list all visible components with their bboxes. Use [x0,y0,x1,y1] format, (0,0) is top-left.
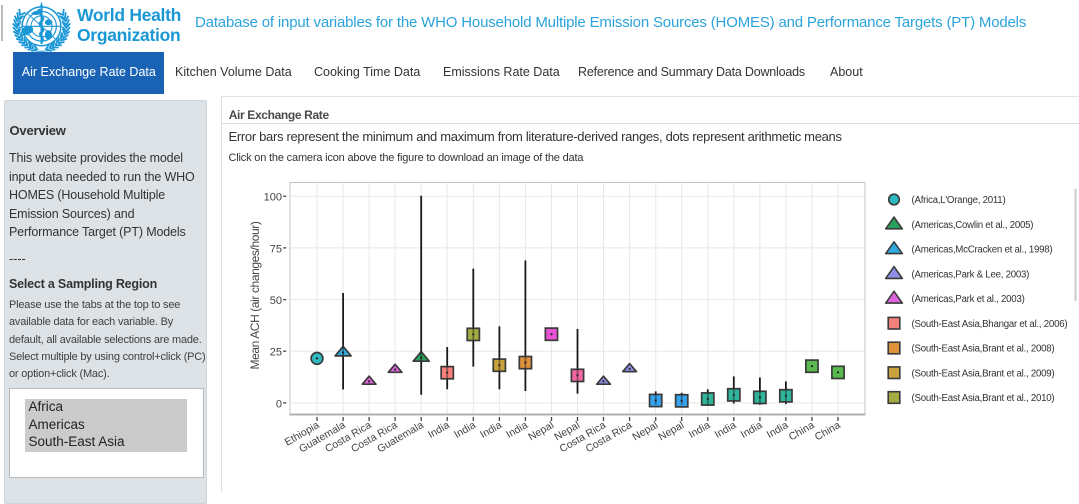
svg-text:China: China [787,419,817,443]
svg-text:India: India [426,419,452,441]
svg-text:(South-East Asia,Brant et al.,: (South-East Asia,Brant et al., 2010) [912,393,1055,404]
svg-text:India: India [713,419,739,441]
svg-text:(Americas,Park et al., 2003): (Americas,Park et al., 2003) [912,294,1025,305]
svg-text:(Americas,Cowlin et al., 2005): (Americas,Cowlin et al., 2005) [912,220,1034,231]
svg-text:100: 100 [264,192,282,204]
svg-text:25: 25 [270,347,282,359]
svg-text:75: 75 [270,243,282,255]
svg-text:India: India [765,419,791,441]
svg-text:India: India [478,419,504,441]
svg-text:India: India [687,419,713,441]
svg-text:(Americas,Park & Lee, 2003): (Americas,Park & Lee, 2003) [912,269,1030,280]
svg-text:India: India [452,419,478,441]
svg-text:Nepal: Nepal [656,419,686,443]
svg-text:Nepal: Nepal [526,419,556,443]
svg-text:(Africa,L'Orange, 2011): (Africa,L'Orange, 2011) [912,195,1006,206]
svg-text:India: India [504,419,530,441]
svg-text:India: India [739,419,765,441]
svg-text:50: 50 [270,295,282,307]
svg-text:(South-East Asia,Brant et al.,: (South-East Asia,Brant et al., 2009) [912,368,1055,379]
svg-text:0: 0 [276,398,282,410]
svg-text:Mean ACH (air changes/hour): Mean ACH (air changes/hour) [248,221,262,369]
svg-text:(Americas,McCracken et al., 19: (Americas,McCracken et al., 1998) [912,245,1053,256]
svg-text:(South-East Asia,Bhangar et al: (South-East Asia,Bhangar et al., 2006) [912,319,1068,330]
svg-text:China: China [813,419,843,443]
svg-text:(South-East Asia,Brant et al.,: (South-East Asia,Brant et al., 2008) [912,344,1055,355]
svg-text:Nepal: Nepal [630,419,660,443]
